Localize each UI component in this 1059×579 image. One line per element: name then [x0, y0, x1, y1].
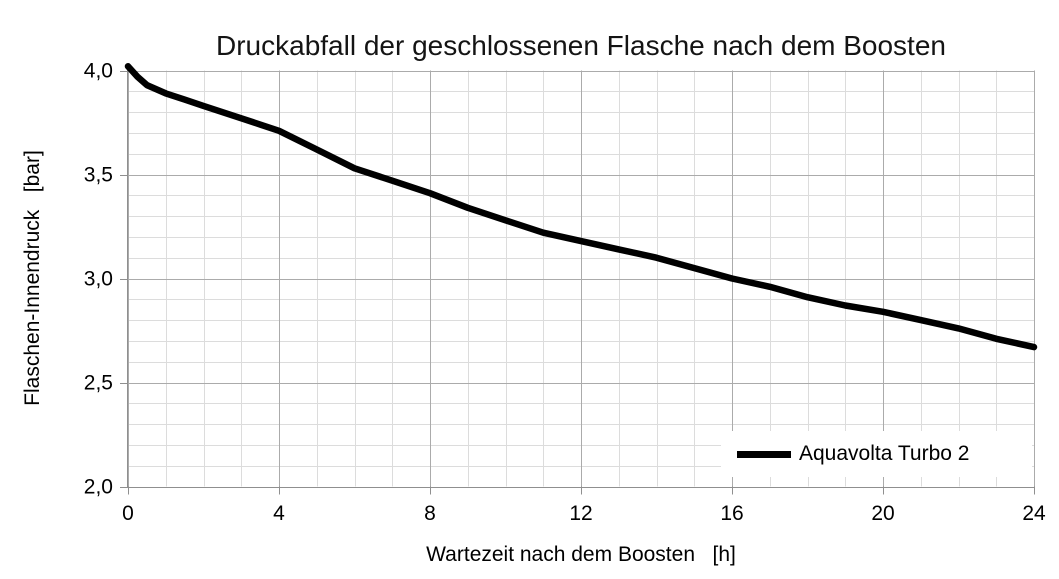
x-axis-title: Wartezeit nach dem Boosten [h] — [426, 543, 736, 566]
x-tick-label: 8 — [424, 502, 436, 525]
y-tick-label: 3,5 — [84, 164, 113, 187]
legend-label: Aquavolta Turbo 2 — [799, 442, 970, 465]
x-tick-label: 0 — [122, 502, 134, 525]
x-tick-label: 20 — [871, 502, 894, 525]
legend-line-swatch — [737, 450, 791, 458]
x-tick-label: 16 — [720, 502, 743, 525]
x-tick-label: 12 — [569, 502, 592, 525]
y-axis-title-text: Flaschen-Innendruck [bar] — [21, 150, 44, 406]
y-tick-label: 3,0 — [84, 268, 113, 291]
x-tick-label: 24 — [1022, 502, 1046, 525]
legend: Aquavolta Turbo 2 — [721, 431, 1032, 477]
series-line-aquavolta-turbo-2 — [124, 63, 1038, 351]
x-tick-label: 4 — [273, 502, 285, 525]
y-tick-label: 4,0 — [84, 60, 113, 83]
y-tick-label: 2,5 — [84, 372, 113, 395]
y-tick-label: 2,0 — [84, 476, 113, 499]
chart-title: Druckabfall der geschlossenen Flasche na… — [216, 30, 946, 61]
